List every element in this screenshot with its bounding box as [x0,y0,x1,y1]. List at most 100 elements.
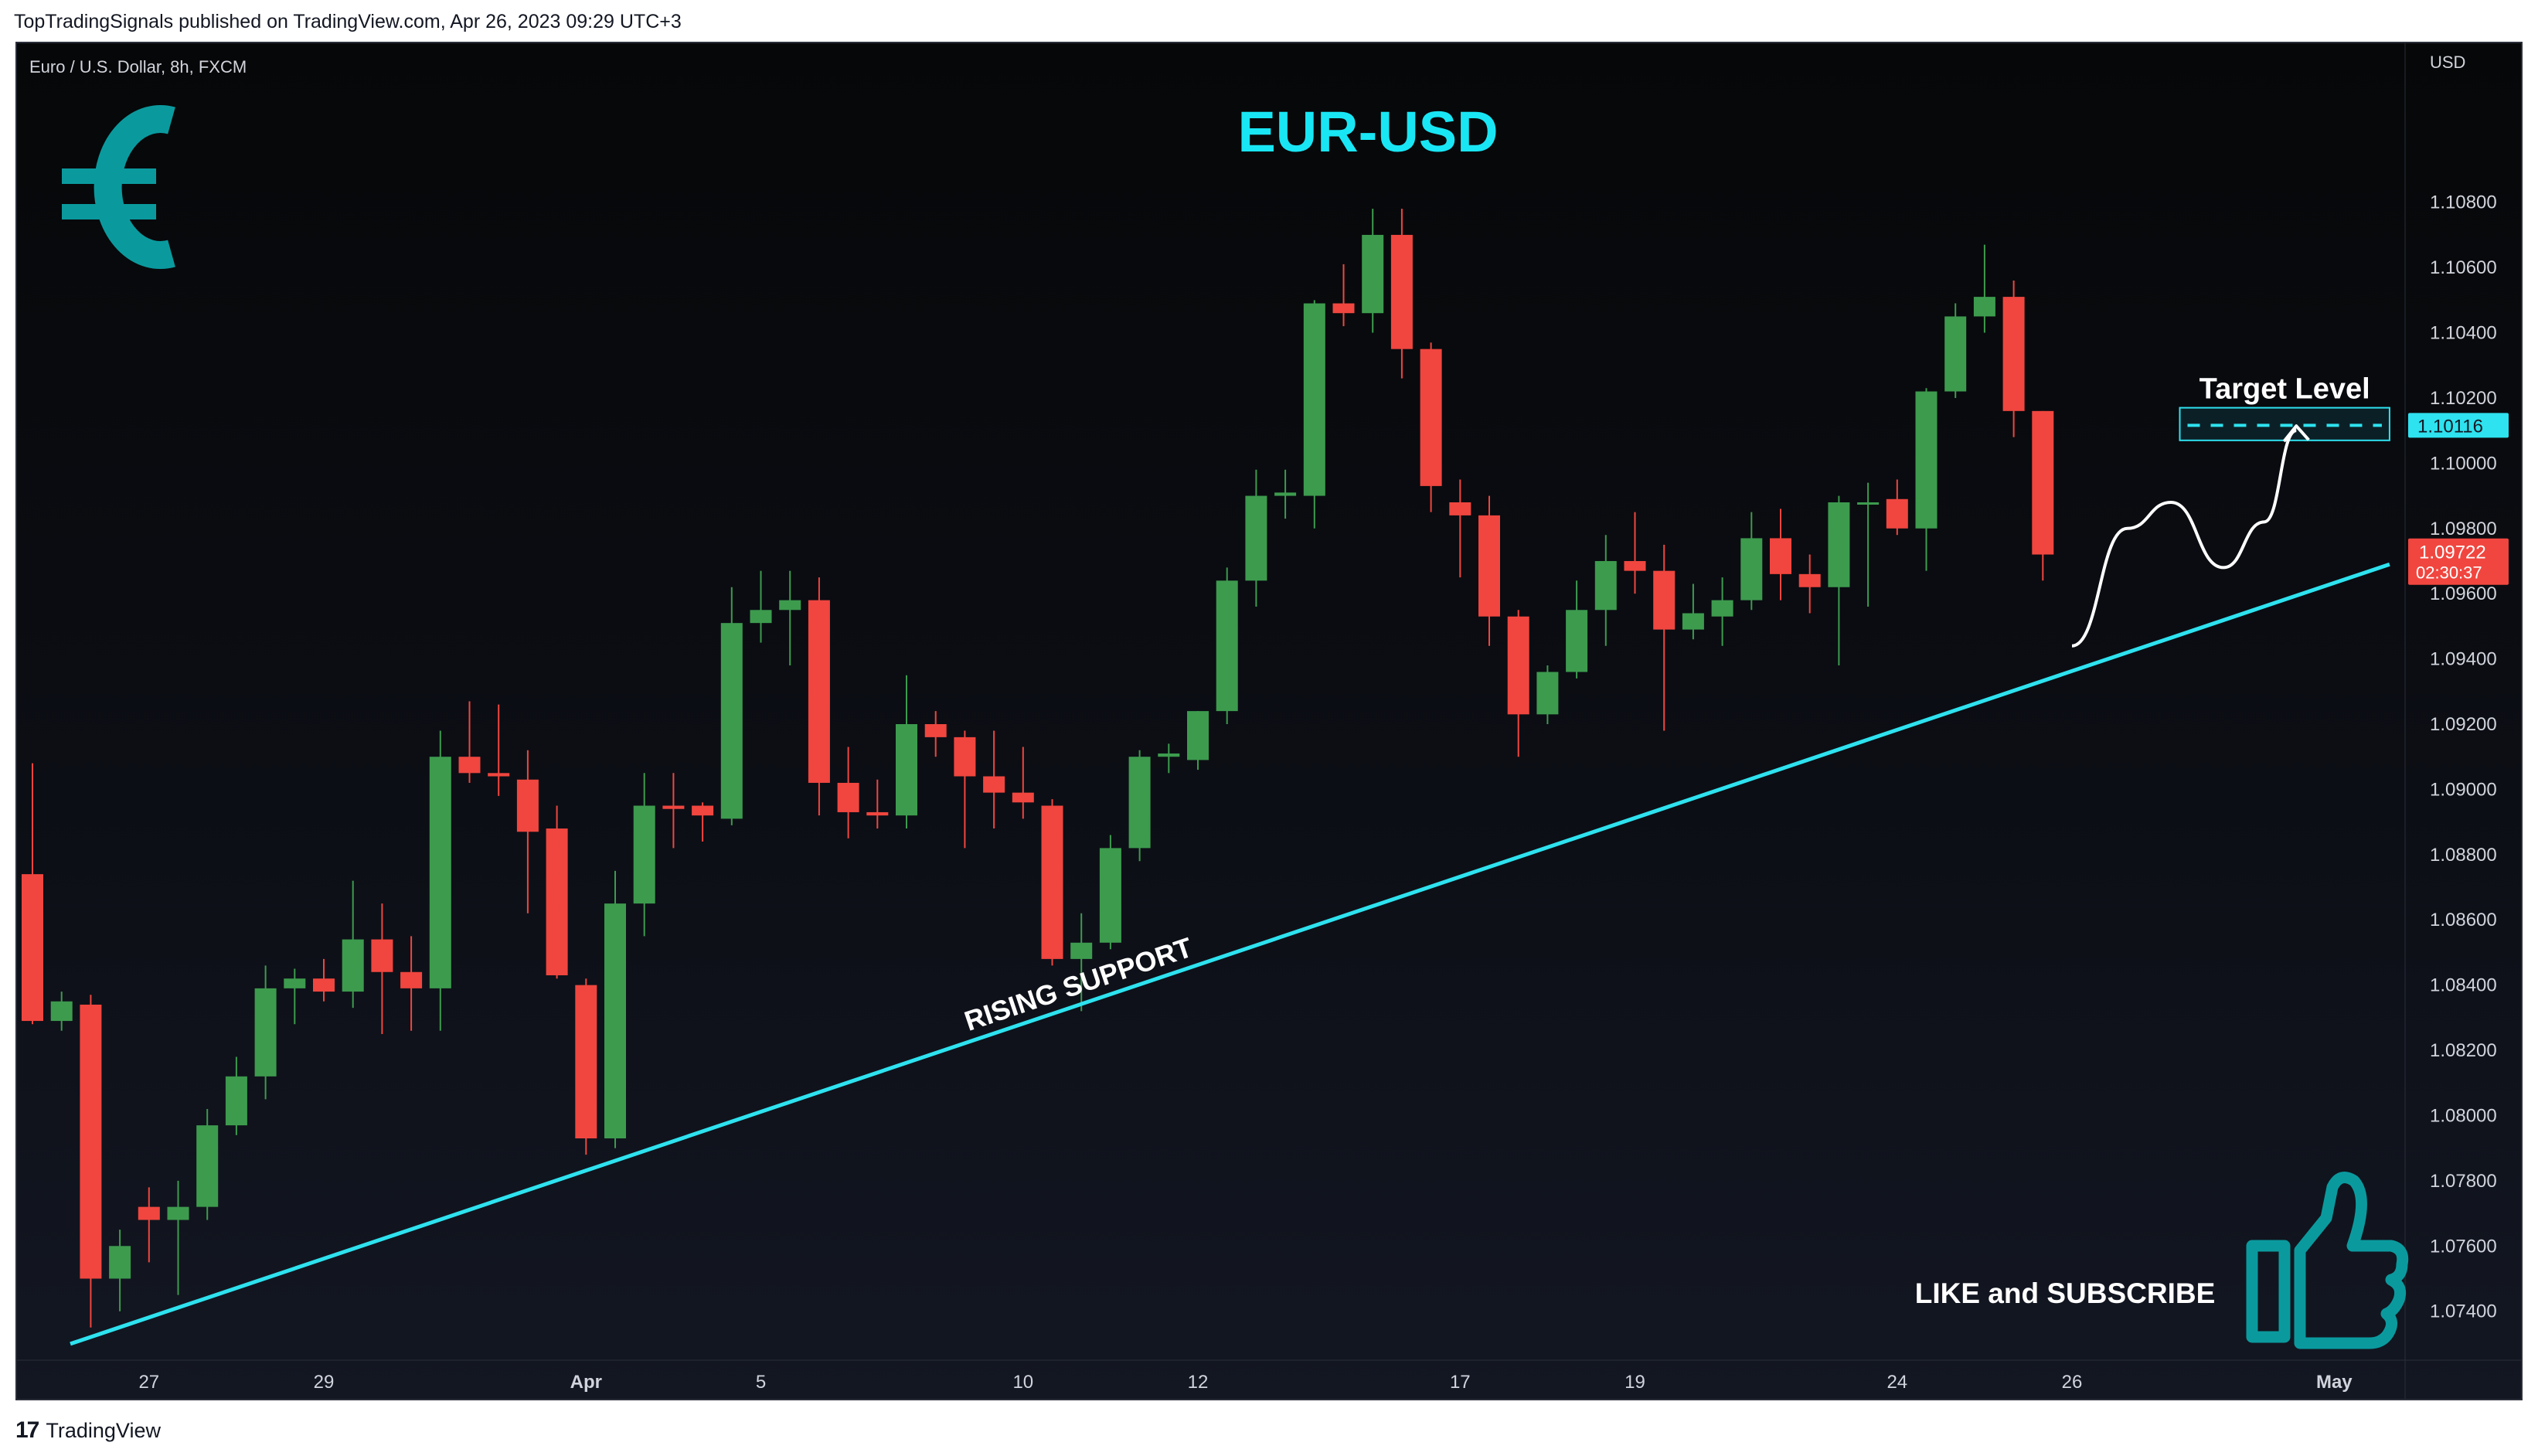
time-tick-label: 17 [1450,1372,1471,1393]
candle-body [692,805,714,816]
candle-body [109,1246,131,1279]
candle-body [633,805,655,904]
time-tick-label: May [2316,1372,2353,1393]
candle-body [662,805,685,809]
candle-body [1973,297,1995,317]
candle-body [400,971,423,988]
tradingview-logo[interactable]: 17 TradingView [15,1413,161,1448]
price-tick-label: 1.08000 [2430,1105,2497,1126]
publish-caption: TopTradingSignals published on TradingVi… [14,11,682,32]
candle-body [1478,515,1500,617]
candle-body [546,828,568,975]
price-tick-label: 1.08600 [2430,910,2497,930]
candle-body [313,978,335,992]
candle-body [254,988,277,1077]
time-tick-label: 29 [314,1372,335,1393]
candle-body [1944,316,1967,392]
candle-body [1507,616,1529,715]
candle-body [1653,570,1676,630]
time-tick-label: 12 [1188,1372,1209,1393]
candle-body [1828,502,1850,587]
tradingview-mark-icon: 17 [15,1417,39,1443]
candle-body [750,610,772,624]
candle-body [1158,753,1180,757]
target-price-badge-bg [2408,413,2509,438]
price-tick-label: 1.10200 [2430,388,2497,409]
time-tick-label: Apr [570,1372,602,1393]
candle-body [604,903,626,1139]
price-tick-label: 1.08200 [2430,1040,2497,1061]
candle-body [1012,792,1034,803]
candle-body [1070,942,1093,959]
axis-unit: USD [2430,53,2465,72]
candle-body [1740,538,1763,600]
candle-body [196,1125,219,1207]
candle-body [1857,502,1880,505]
target-group: Target Level [2071,373,2390,648]
thumbs-up-icon [2246,1172,2409,1349]
price-tick-label: 1.09000 [2430,779,2497,800]
candle-body [1041,805,1063,959]
time-tick-label: 26 [2062,1372,2083,1393]
price-tick-label: 1.09200 [2430,714,2497,735]
target-price-badge: 1.10116 [2408,413,2509,438]
candle-body [50,1001,73,1022]
time-tick-label: 5 [756,1372,766,1393]
candles-group [22,209,2054,1328]
target-price-badge-text: 1.10116 [2417,416,2483,437]
price-tick-label: 1.08800 [2430,845,2497,866]
price-tick-label: 1.09600 [2430,583,2497,604]
time-tick-label: 19 [1625,1372,1645,1393]
euro-icon [62,105,175,269]
candle-body [1770,538,1791,574]
candle-body [2002,297,2025,411]
price-tick-label: 1.10600 [2430,257,2497,278]
price-tick-label: 1.10000 [2430,453,2497,474]
candle-body [80,1004,102,1279]
time-axis[interactable]: 27 29 Apr 5 10 12 17 19 24 26 May [138,1372,2353,1393]
candle-body [983,776,1005,793]
candle-body [1216,580,1238,712]
candle-body [1915,391,1938,529]
candle-body [1099,848,1121,943]
price-tick-label: 1.09400 [2430,649,2497,670]
candle-body [1711,600,1733,617]
candle-body [138,1206,160,1220]
candle-body [429,757,451,988]
candle-body [1128,757,1151,849]
candlestick-chart[interactable]: RISING SUPPORT Target Level 1.108001.106… [17,43,2521,1399]
candle-body [458,757,481,774]
candle-body [342,939,364,992]
candle-body [1798,573,1821,587]
projection-arrow [2071,429,2298,648]
chart-panel[interactable]: RISING SUPPORT Target Level 1.10800 1.106… [15,42,2523,1400]
price-tick-label: 1.07400 [2430,1301,2497,1322]
candle-body [1332,303,1355,314]
candle-body [225,1076,247,1126]
candle-body [1303,303,1325,496]
candle-body [167,1206,189,1220]
candle-body [1886,498,1908,529]
candle-body [1274,492,1297,496]
candle-body [516,779,539,832]
candle-body [1624,560,1646,571]
current-price-badge-bg [2408,538,2509,585]
price-tick-label: 1.07800 [2430,1171,2497,1192]
candle-body [1245,495,1267,581]
tradingview-logo-text: TradingView [46,1418,161,1442]
candle-body [1187,711,1209,760]
candle-body [575,985,597,1139]
candle-body [1362,234,1384,314]
price-tick-label: 1.07600 [2430,1236,2497,1257]
price-tick-label: 1.08400 [2430,975,2497,996]
time-tick-label: 27 [138,1372,159,1393]
symbol-label: Euro / U.S. Dollar, 8h, FXCM [29,57,247,77]
candle-body [284,978,306,988]
candle-body [1420,349,1442,486]
current-price-text: 1.09722 [2419,543,2486,563]
target-level-label: Target Level [2199,373,2370,406]
candle-body [896,724,917,816]
price-tick-label: 1.10800 [2430,192,2497,213]
price-axis[interactable]: 1.10800 1.10600 1.10400 1.10200 1.10000 1.098… [2408,192,2509,1322]
